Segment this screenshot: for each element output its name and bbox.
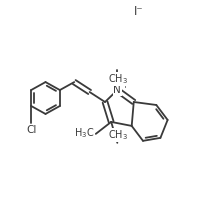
Text: Cl: Cl	[26, 124, 36, 135]
Text: CH$_3$: CH$_3$	[108, 128, 128, 142]
Text: CH$_3$: CH$_3$	[108, 72, 128, 86]
Text: +: +	[121, 81, 128, 89]
Text: I⁻: I⁻	[134, 5, 144, 18]
Text: H$_3$C: H$_3$C	[74, 126, 95, 140]
Text: N: N	[114, 85, 121, 95]
